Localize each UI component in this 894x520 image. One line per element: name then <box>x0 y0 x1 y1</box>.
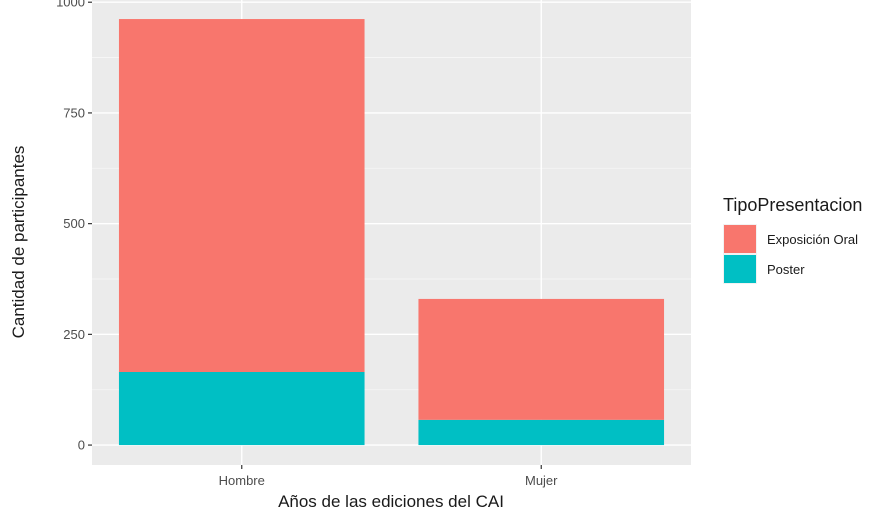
legend-title: TipoPresentacion <box>723 195 862 215</box>
y-tick-label: 0 <box>78 438 85 453</box>
y-axis-ticks: 0 250 500 750 1000 <box>56 0 92 453</box>
x-axis-ticks: Hombre Mujer <box>219 465 558 488</box>
bar-segment <box>118 372 365 446</box>
x-tick-label: Hombre <box>219 473 265 488</box>
y-axis-title: Cantidad de participantes <box>9 146 28 339</box>
x-tick-label: Mujer <box>525 473 558 488</box>
y-tick-label: 500 <box>63 216 85 231</box>
legend: TipoPresentacion Exposición Oral Poster <box>723 195 862 284</box>
bar-segment <box>418 419 665 446</box>
legend-key <box>724 255 756 283</box>
x-axis-title: Años de las ediciones del CAI <box>278 492 504 511</box>
y-tick-label: 750 <box>63 105 85 120</box>
legend-label: Exposición Oral <box>767 232 858 247</box>
bar-segment <box>418 298 665 420</box>
bar-segment <box>118 19 365 373</box>
y-tick-label: 250 <box>63 327 85 342</box>
y-tick-label: 1000 <box>56 0 85 10</box>
legend-label: Poster <box>767 262 805 277</box>
legend-key <box>724 225 756 253</box>
bars <box>118 19 665 446</box>
